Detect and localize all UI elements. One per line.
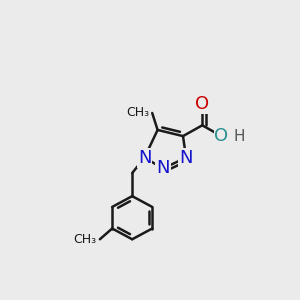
Text: O: O — [195, 95, 209, 113]
Text: N: N — [156, 159, 170, 177]
Text: O: O — [214, 127, 229, 145]
Text: H: H — [233, 129, 244, 144]
Text: CH₃: CH₃ — [74, 233, 97, 246]
Text: N: N — [138, 149, 151, 167]
Text: CH₃: CH₃ — [126, 106, 149, 119]
Text: N: N — [179, 149, 193, 167]
